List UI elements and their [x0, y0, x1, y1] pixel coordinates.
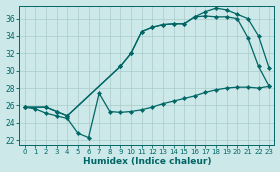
X-axis label: Humidex (Indice chaleur): Humidex (Indice chaleur): [83, 157, 211, 166]
